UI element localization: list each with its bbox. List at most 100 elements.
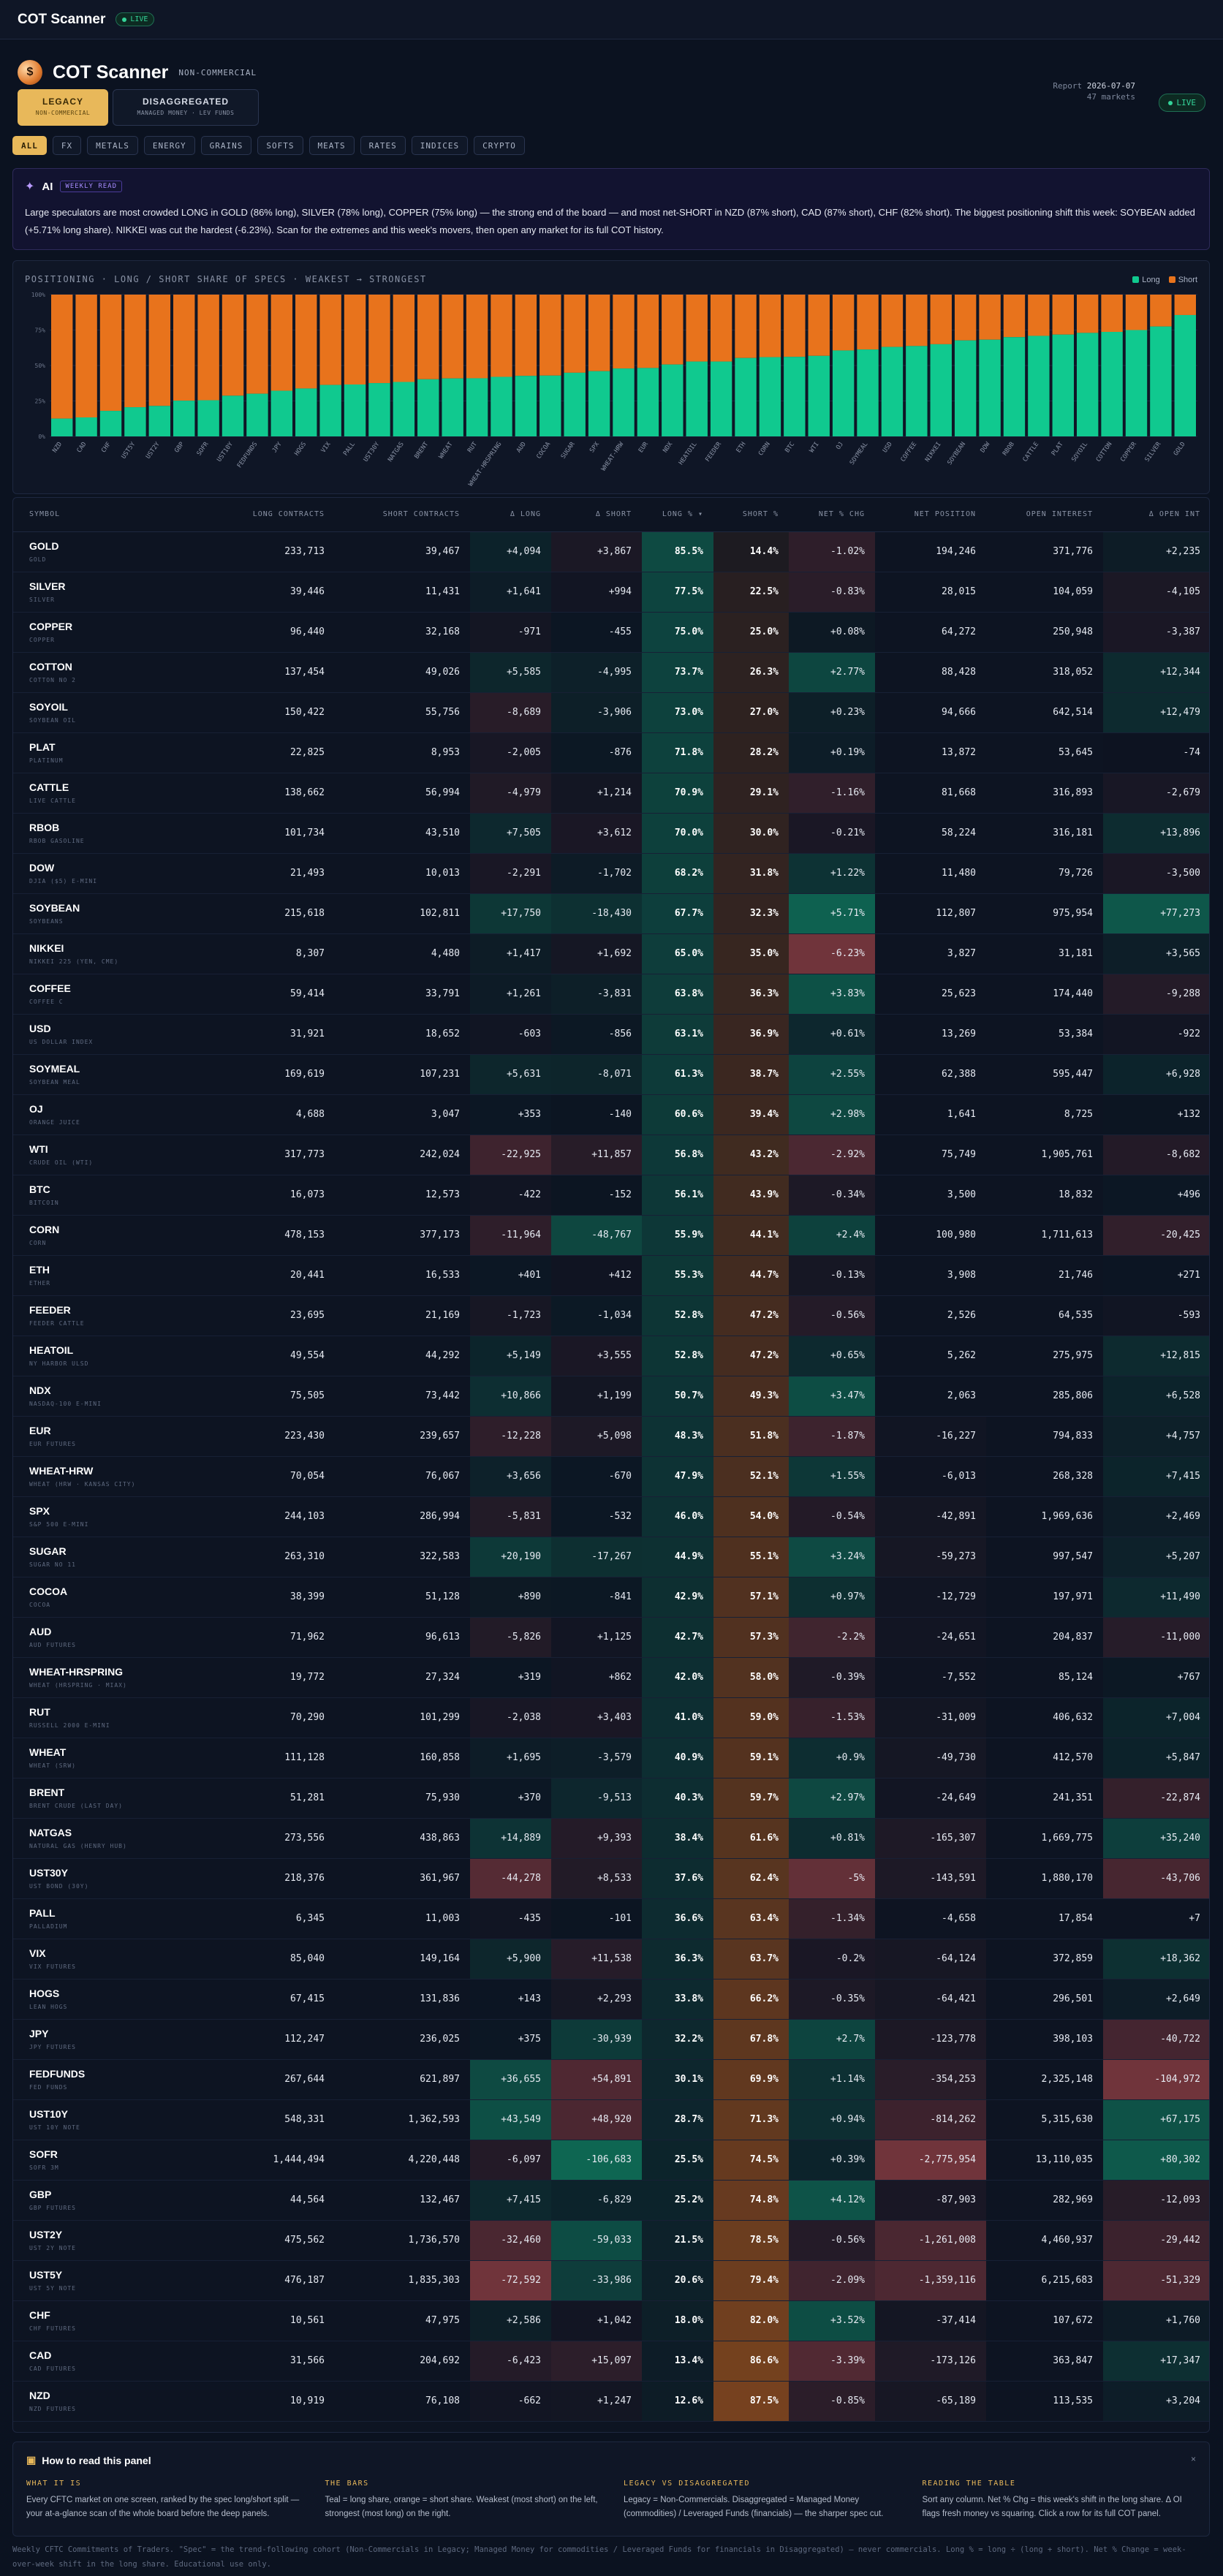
bar-long bbox=[270, 390, 293, 436]
table-row[interactable]: DOW DJIA ($5) E-MINI 21,493 10,013 -2,291 -1,… bbox=[13, 853, 1209, 894]
net-position-cell: 75,749 bbox=[875, 1134, 986, 1175]
table-row[interactable]: SOYBEAN SOYBEANS 215,618 102,811 +17,750 -18,… bbox=[13, 893, 1209, 934]
column-header[interactable]: SHORT CONTRACTS bbox=[335, 498, 470, 532]
table-row[interactable]: WHEAT WHEAT (SRW) 111,128 160,858 +1,695 -3,5… bbox=[13, 1738, 1209, 1778]
net-position-cell: 2,526 bbox=[875, 1295, 986, 1336]
table-row[interactable]: UST10Y UST 10Y NOTE 548,331 1,362,593 +43,54… bbox=[13, 2099, 1209, 2140]
delta-open-int-cell: -3,387 bbox=[1103, 612, 1209, 653]
table-row[interactable]: SOFR SOFR 3M 1,444,494 4,220,448 -6,097 -106,… bbox=[13, 2140, 1209, 2181]
delta-open-int-cell: +2,649 bbox=[1103, 1979, 1209, 2020]
x-tick-label: CATTLE bbox=[1022, 441, 1041, 463]
table-row[interactable]: USD US DOLLAR INDEX 31,921 18,652 -603 -856 63… bbox=[13, 1014, 1209, 1055]
table-row[interactable]: NDX NASDAQ-100 E-MINI 75,505 73,442 +10,866 +… bbox=[13, 1376, 1209, 1417]
table-row[interactable]: BRENT BRENT CRUDE (LAST DAY) 51,281 75,930 +… bbox=[13, 1778, 1209, 1819]
table-row[interactable]: FEEDER FEEDER CATTLE 23,695 21,169 -1,723 -1,… bbox=[13, 1295, 1209, 1336]
table-row[interactable]: COCOA COCOA 38,399 51,128 +890 -841 42.9% 57.1%… bbox=[13, 1577, 1209, 1618]
column-header[interactable]: NET % CHG bbox=[789, 498, 875, 532]
table-row[interactable]: UST2Y UST 2Y NOTE 475,562 1,736,570 -32,460-… bbox=[13, 2220, 1209, 2261]
table-row[interactable]: SPX S&P 500 E-MINI 244,103 286,994 -5,831 -53… bbox=[13, 1496, 1209, 1537]
howto-column: READING THE TABLE Sort any column. Net % … bbox=[923, 2480, 1197, 2521]
howto-column: LEGACY VS DISAGGREGATED Legacy = Non-Comm… bbox=[624, 2480, 898, 2521]
column-header[interactable]: LONG % ▾ bbox=[642, 498, 713, 532]
table-row[interactable]: COPPER COPPER 96,440 32,168 -971 -455 75.0% 25.… bbox=[13, 612, 1209, 653]
mode-disaggregated-button[interactable]: DISAGGREGATED MANAGED MONEY · LEV FUNDS bbox=[113, 89, 259, 126]
table-row[interactable]: OJ ORANGE JUICE 4,688 3,047 +353 -140 60.6% 39.… bbox=[13, 1094, 1209, 1135]
x-tick-label: COPPER bbox=[1119, 440, 1138, 463]
column-header[interactable]: SHORT % bbox=[713, 498, 789, 532]
table-row[interactable]: CAD CAD FUTURES 31,566 204,692 -6,423 +15,097… bbox=[13, 2341, 1209, 2382]
delta-long-cell: +5,900 bbox=[470, 1939, 551, 1980]
net-pct-chg-cell: +1.55% bbox=[789, 1456, 875, 1497]
delta-open-int-cell: +6,528 bbox=[1103, 1376, 1209, 1417]
table-row[interactable]: PALL PALLADIUM 6,345 11,003 -435 -101 36.6% 63.… bbox=[13, 1898, 1209, 1939]
long-pct-cell: 71.8% bbox=[642, 732, 713, 773]
collapse-icon[interactable]: × bbox=[1190, 2454, 1196, 2464]
delta-short-cell: +11,538 bbox=[551, 1939, 642, 1980]
long-contracts-cell: 38,399 bbox=[196, 1577, 335, 1618]
open-interest-cell: 275,975 bbox=[986, 1336, 1103, 1376]
table-row[interactable]: NATGAS NATURAL GAS (HENRY HUB) 273,556 438,… bbox=[13, 1818, 1209, 1859]
table-row[interactable]: CORN CORN 478,153 377,173 -11,964 -48,767 55.9… bbox=[13, 1215, 1209, 1256]
column-header[interactable]: NET POSITION bbox=[875, 498, 986, 532]
table-row[interactable]: EUR EUR FUTURES 223,430 239,657 -12,228 +5,09… bbox=[13, 1416, 1209, 1457]
long-pct-cell: 65.0% bbox=[642, 933, 713, 974]
table-row[interactable]: CHF CHF FUTURES 10,561 47,975 +2,586 +1,042 18… bbox=[13, 2300, 1209, 2341]
filter-energy[interactable]: ENERGY bbox=[143, 136, 195, 155]
y-tick-label: 75% bbox=[35, 327, 46, 334]
column-header[interactable]: OPEN INTEREST bbox=[986, 498, 1103, 532]
table-row[interactable]: GOLD GOLD 233,713 39,467 +4,094 +3,867 85.5% 14… bbox=[13, 531, 1209, 572]
table-row[interactable]: CATTLE LIVE CATTLE 138,662 56,994 -4,979 +1,2… bbox=[13, 773, 1209, 814]
table-row[interactable]: FEDFUNDS FED FUNDS 267,644 621,897 +36,655 +5… bbox=[13, 2059, 1209, 2100]
table-row[interactable]: UST5Y UST 5Y NOTE 476,187 1,835,303 -72,592-… bbox=[13, 2260, 1209, 2301]
column-header[interactable]: SYMBOL bbox=[13, 498, 196, 532]
short-pct-cell: 63.4% bbox=[713, 1898, 789, 1939]
long-contracts-cell: 150,422 bbox=[196, 692, 335, 733]
filter-rates[interactable]: RATES bbox=[360, 136, 406, 155]
table-row[interactable]: VIX VIX FUTURES 85,040 149,164 +5,900 +11,538… bbox=[13, 1939, 1209, 1980]
table-row[interactable]: HOGS LEAN HOGS 67,415 131,836 +143 +2,293 33.8… bbox=[13, 1979, 1209, 2020]
symbol-code: DOW bbox=[29, 862, 55, 874]
table-row[interactable]: JPY JPY FUTURES 112,247 236,025 +375 -30,939 3… bbox=[13, 2019, 1209, 2060]
delta-long-cell: -603 bbox=[470, 1014, 551, 1055]
table-row[interactable]: GBP GBP FUTURES 44,564 132,467 +7,415 -6,829 2… bbox=[13, 2180, 1209, 2221]
table-row[interactable]: WHEAT-HRSPRING WHEAT (HRSPRING · MIAX) 19,… bbox=[13, 1657, 1209, 1698]
column-header[interactable]: LONG CONTRACTS bbox=[196, 498, 335, 532]
filter-metals[interactable]: METALS bbox=[87, 136, 138, 155]
column-header[interactable]: Δ SHORT bbox=[551, 498, 642, 532]
column-header[interactable]: Δ LONG bbox=[470, 498, 551, 532]
table-row[interactable]: UST30Y UST BOND (30Y) 218,376 361,967 -44,27… bbox=[13, 1858, 1209, 1899]
short-contracts-cell: 51,128 bbox=[335, 1577, 470, 1618]
table-row[interactable]: RBOB RBOB GASOLINE 101,734 43,510 +7,505 +3,6… bbox=[13, 813, 1209, 854]
live-button[interactable]: LIVE bbox=[1158, 94, 1205, 112]
symbol-code: WHEAT bbox=[29, 1746, 67, 1758]
table-row[interactable]: COTTON COTTON NO 2 137,454 49,026 +5,585 -4,9… bbox=[13, 652, 1209, 693]
table-row[interactable]: PLAT PLATINUM 22,825 8,953 -2,005 -876 71.8% 28… bbox=[13, 732, 1209, 773]
filter-all[interactable]: ALL bbox=[12, 136, 47, 155]
long-contracts-cell: 75,505 bbox=[196, 1376, 335, 1417]
table-row[interactable]: SOYMEAL SOYBEAN MEAL 169,619 107,231 +5,631-… bbox=[13, 1054, 1209, 1095]
table-row[interactable]: HEATOIL NY HARBOR ULSD 49,554 44,292 +5,149 +… bbox=[13, 1336, 1209, 1376]
table-row[interactable]: NIKKEI NIKKEI 225 (YEN, CME) 8,307 4,480 +1,… bbox=[13, 933, 1209, 974]
filter-softs[interactable]: SOFTS bbox=[257, 136, 303, 155]
table-row[interactable]: NZD NZD FUTURES 10,919 76,108 -662 +1,247 12.6… bbox=[13, 2381, 1209, 2422]
table-row[interactable]: WTI CRUDE OIL (WTI) 317,773 242,024 -22,925 +… bbox=[13, 1134, 1209, 1175]
mode-legacy-button[interactable]: LEGACY NON-COMMERCIAL bbox=[18, 89, 108, 126]
filter-fx[interactable]: FX bbox=[52, 136, 82, 155]
long-pct-cell: 38.4% bbox=[642, 1818, 713, 1859]
table-row[interactable]: WHEAT-HRW WHEAT (HRW · KANSAS CITY) 70,054… bbox=[13, 1456, 1209, 1497]
table-row[interactable]: SOYOIL SOYBEAN OIL 150,422 55,756 -8,689 -3,9… bbox=[13, 692, 1209, 733]
column-header[interactable]: Δ OPEN INT bbox=[1103, 498, 1209, 532]
filter-indices[interactable]: INDICES bbox=[411, 136, 469, 155]
filter-crypto[interactable]: CRYPTO bbox=[474, 136, 525, 155]
bar-long bbox=[1003, 337, 1026, 436]
filter-grains[interactable]: GRAINS bbox=[200, 136, 252, 155]
symbol-cell: AUD AUD FUTURES bbox=[13, 1617, 196, 1658]
table-row[interactable]: SUGAR SUGAR NO 11 263,310 322,583 +20,190 -17… bbox=[13, 1537, 1209, 1577]
table-row[interactable]: RUT RUSSELL 2000 E-MINI 70,290 101,299 -2,03… bbox=[13, 1697, 1209, 1738]
table-row[interactable]: AUD AUD FUTURES 71,962 96,613 -5,826 +1,125 42… bbox=[13, 1617, 1209, 1658]
table-row[interactable]: COFFEE COFFEE C 59,414 33,791 +1,261 -3,831 63… bbox=[13, 974, 1209, 1015]
table-row[interactable]: BTC BITCOIN 16,073 12,573 -422 -152 56.1% 43.9%… bbox=[13, 1175, 1209, 1216]
table-row[interactable]: ETH ETHER 20,441 16,533 +401 +412 55.3% 44.7% -0… bbox=[13, 1255, 1209, 1296]
table-row[interactable]: SILVER SILVER 39,446 11,431 +1,641 +994 77.5% 2… bbox=[13, 572, 1209, 613]
filter-meats[interactable]: MEATS bbox=[308, 136, 355, 155]
